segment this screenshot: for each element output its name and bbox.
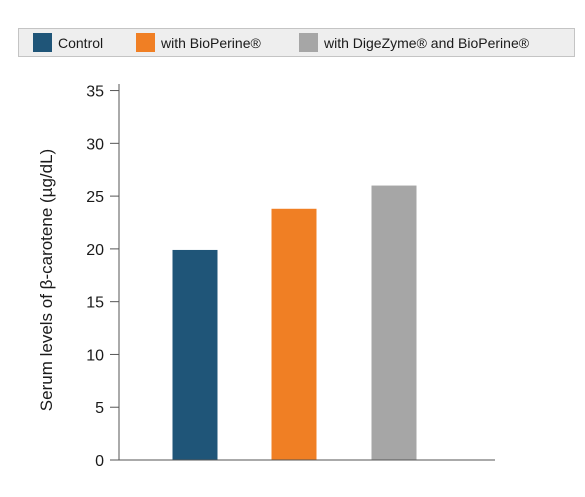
y-tick-label: 30 [86,136,104,153]
legend-swatch-control [33,33,52,52]
legend-label-control: Control [58,34,104,51]
bars [172,185,417,461]
y-tick-label: 35 [86,84,104,101]
y-axis-title: Serum levels of β-carotene (µg/dL) [37,149,56,411]
y-tick-label: 20 [86,242,104,259]
y-tick-label: 0 [95,453,104,470]
chart-legend: Control with BioPerine® with DigeZyme® a… [18,28,575,57]
legend-swatch-bioperine [136,33,155,52]
legend-item-digezyme-bioperine: with DigeZyme® and BioPerine® [299,29,529,56]
y-axis-ticks: 0 5 10 15 20 25 30 35 [86,84,119,470]
bar-digezyme-bioperine [371,185,417,461]
y-tick-label: 25 [86,189,104,206]
y-tick-label: 10 [86,347,104,364]
legend-item-bioperine: with BioPerine® [136,29,261,56]
bar-bioperine [271,208,317,460]
y-tick-label: 15 [86,295,104,312]
bar-control [172,249,218,460]
legend-item-control: Control [33,29,103,56]
legend-swatch-digezyme-bioperine [299,33,318,52]
y-tick-label: 5 [95,400,104,417]
legend-label-digezyme-bioperine: with DigeZyme® and BioPerine® [324,34,530,51]
legend-label-bioperine: with BioPerine® [161,34,261,51]
